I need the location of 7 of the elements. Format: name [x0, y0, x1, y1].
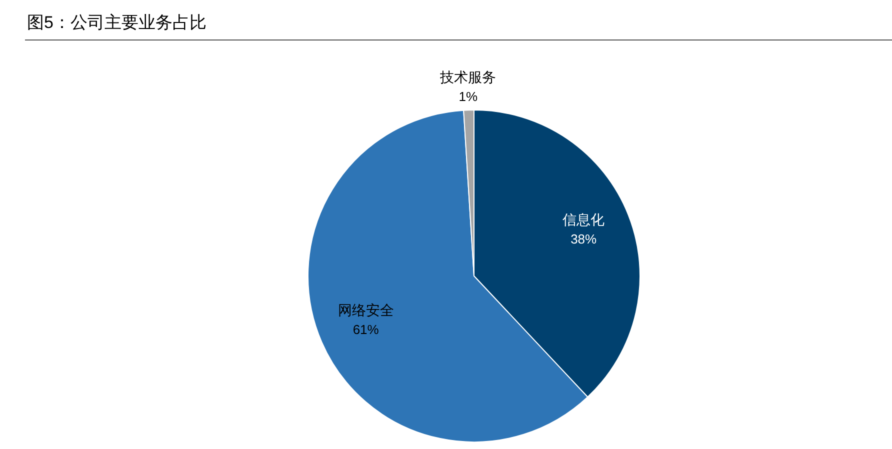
data-label: 38% [570, 232, 598, 247]
text: 图5：公司主要业务占比 [27, 13, 206, 32]
slice-label: 信息化 [562, 212, 605, 228]
slice-label: 网络安全 [338, 302, 394, 318]
data-label: 1% [458, 89, 478, 104]
data-label: 61% [352, 322, 380, 337]
slice-label: 技术服务 [439, 69, 496, 86]
